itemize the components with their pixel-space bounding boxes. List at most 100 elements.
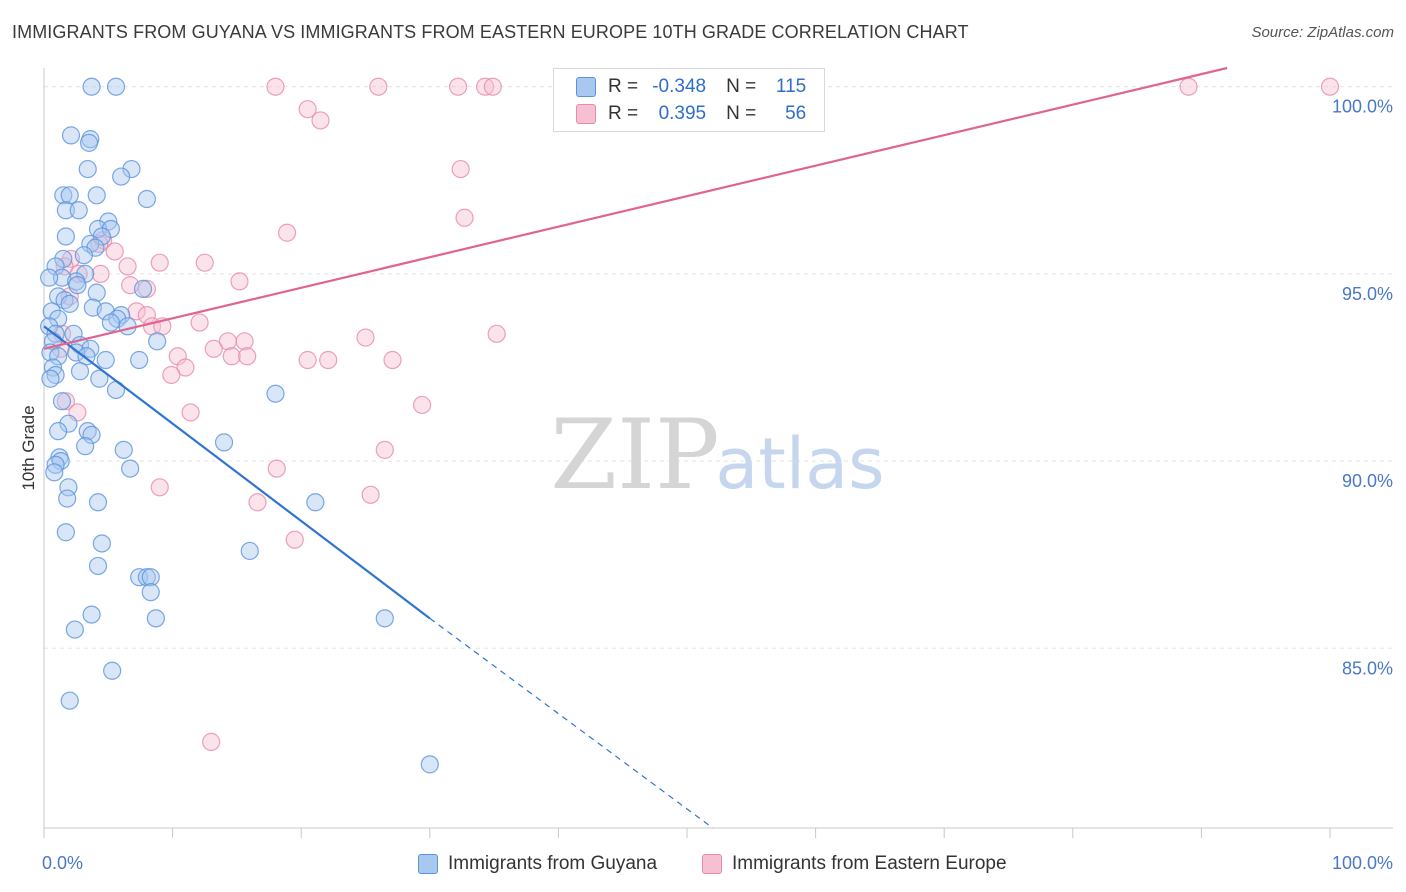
legend-r-value: 0.395 <box>658 103 707 124</box>
watermark-atlas: atlas <box>715 423 884 505</box>
point-guyana <box>40 268 59 287</box>
x-tick-marks <box>43 828 1331 838</box>
point-eastern-europe <box>127 302 146 321</box>
point-eastern-europe <box>176 358 195 377</box>
point-eastern-europe <box>56 392 75 411</box>
point-guyana <box>82 77 101 96</box>
point-eastern-europe <box>412 395 432 415</box>
point-guyana <box>49 422 68 441</box>
point-guyana <box>65 620 84 639</box>
point-guyana <box>59 414 78 433</box>
trend-line-guyana <box>43 325 431 620</box>
point-guyana <box>146 609 165 628</box>
point-eastern-europe <box>266 77 285 96</box>
point-guyana <box>69 201 88 220</box>
legend-swatch-eastern-europe <box>702 854 722 874</box>
point-guyana <box>130 350 149 370</box>
stats-legend: R = -0.348 N = 115 R = 0.395 N = 56 <box>553 68 825 132</box>
point-guyana <box>137 189 156 209</box>
point-eastern-europe <box>238 347 257 366</box>
legend-r-label: R = <box>608 103 639 124</box>
point-eastern-europe <box>118 257 137 276</box>
point-eastern-europe <box>311 111 330 130</box>
legend-n-value: 115 <box>775 76 807 97</box>
chart-title: IMMIGRANTS FROM GUYANA VS IMMIGRANTS FRO… <box>12 22 969 42</box>
point-guyana <box>118 317 137 336</box>
point-guyana <box>49 347 68 366</box>
point-eastern-europe <box>162 365 181 385</box>
point-guyana <box>54 249 73 269</box>
point-guyana <box>78 159 97 179</box>
point-eastern-europe <box>202 732 221 751</box>
point-guyana <box>52 392 72 411</box>
point-eastern-europe <box>150 253 169 272</box>
point-guyana <box>74 246 93 265</box>
point-guyana <box>375 609 394 628</box>
point-eastern-europe <box>298 100 317 119</box>
legend-item-label: Immigrants from Guyana <box>448 853 658 874</box>
point-guyana <box>40 317 59 336</box>
x-tick-label-max: 100.0% <box>1332 853 1393 873</box>
point-guyana <box>96 350 115 370</box>
point-guyana <box>306 493 325 512</box>
point-eastern-europe <box>105 242 124 261</box>
point-guyana <box>141 583 160 602</box>
point-eastern-europe <box>181 403 200 422</box>
legend-swatch-eastern-europe <box>576 104 596 124</box>
point-guyana <box>56 227 75 246</box>
point-guyana <box>54 186 73 205</box>
legend-r-label: R = <box>608 76 639 97</box>
y-tick-labels: 85.0% 90.0% 95.0% 100.0% <box>1332 97 1393 679</box>
trend-line-guyana-extension <box>429 617 714 829</box>
legend-item-label: Immigrants from Eastern Europe <box>732 853 1007 874</box>
point-guyana <box>106 77 126 96</box>
point-guyana <box>60 294 79 313</box>
point-eastern-europe <box>483 77 502 96</box>
point-eastern-europe <box>190 313 209 332</box>
point-guyana <box>52 268 72 287</box>
point-guyana <box>103 661 122 680</box>
trend-lines <box>43 66 1228 829</box>
point-eastern-europe <box>137 279 156 298</box>
point-eastern-europe <box>267 459 286 478</box>
y-tick-label: 90.0% <box>1342 471 1393 491</box>
point-eastern-europe <box>448 77 468 96</box>
point-guyana <box>82 605 101 624</box>
point-guyana <box>114 440 133 459</box>
point-guyana <box>112 167 131 186</box>
point-guyana <box>88 556 108 576</box>
point-eastern-europe <box>375 440 394 459</box>
point-eastern-europe <box>277 223 297 242</box>
point-guyana <box>266 384 285 403</box>
point-guyana <box>61 126 81 145</box>
point-guyana <box>70 362 90 381</box>
point-eastern-europe <box>91 264 110 284</box>
trend-line-eastern-europe <box>43 66 1228 350</box>
point-eastern-europe <box>319 350 338 370</box>
point-guyana <box>420 755 439 774</box>
y-tick-label: 100.0% <box>1332 97 1393 117</box>
point-guyana <box>148 332 167 351</box>
point-guyana <box>122 159 141 179</box>
point-guyana <box>87 283 106 302</box>
point-guyana <box>90 369 109 388</box>
y-tick-label: 95.0% <box>1342 284 1393 304</box>
legend-item-eastern-europe[interactable]: Immigrants from Eastern Europe <box>702 853 1007 875</box>
point-eastern-europe <box>383 350 402 370</box>
point-guyana <box>56 523 75 542</box>
point-guyana <box>99 212 118 231</box>
point-eastern-europe <box>248 493 267 512</box>
point-guyana <box>137 568 156 587</box>
axes <box>43 68 1393 829</box>
point-guyana <box>76 437 95 456</box>
point-eastern-europe <box>369 77 388 96</box>
point-guyana <box>56 201 75 220</box>
series-guyana <box>40 77 439 774</box>
legend-n-label: N = <box>726 103 757 124</box>
legend-r-value: -0.348 <box>652 76 707 97</box>
point-guyana <box>43 358 63 377</box>
point-eastern-europe <box>356 328 375 347</box>
point-guyana <box>87 186 106 205</box>
legend-item-guyana[interactable]: Immigrants from Guyana <box>418 853 657 875</box>
